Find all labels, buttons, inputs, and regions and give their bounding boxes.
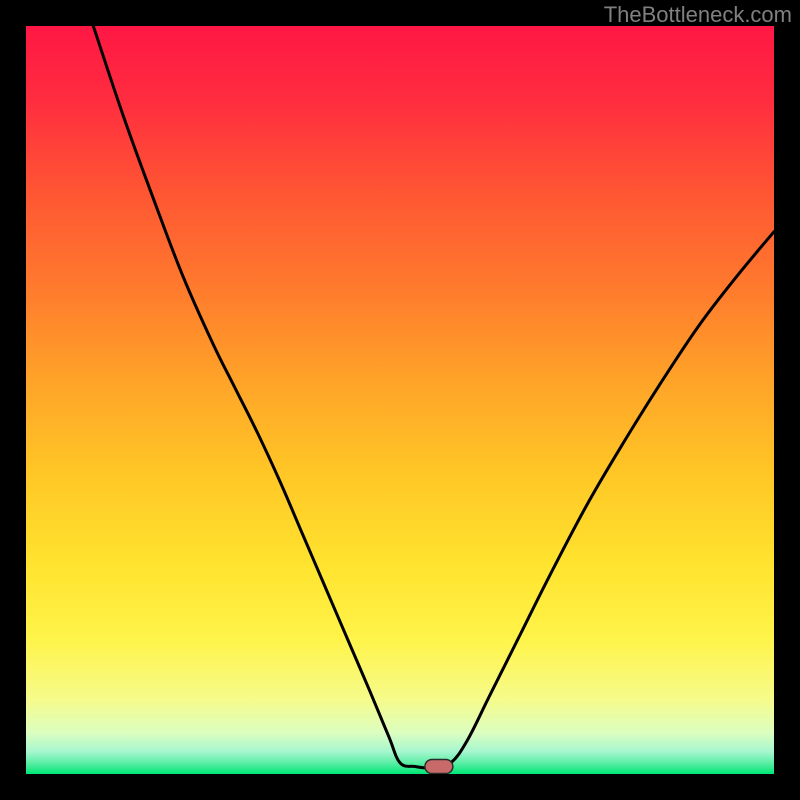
chart-container: TheBottleneck.com (0, 0, 800, 800)
watermark-text: TheBottleneck.com (604, 2, 792, 28)
minimum-marker (425, 760, 453, 774)
plot-area (26, 26, 774, 774)
bottleneck-curve (93, 26, 774, 768)
curve-layer (26, 26, 774, 774)
